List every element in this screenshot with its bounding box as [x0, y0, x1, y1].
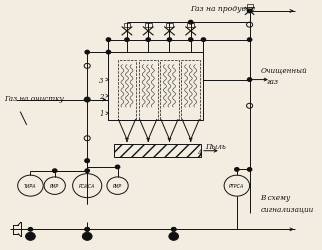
Circle shape: [146, 39, 150, 42]
Text: Очищенный: Очищенный: [260, 66, 307, 74]
Circle shape: [172, 235, 176, 238]
Circle shape: [25, 232, 35, 240]
Text: 1: 1: [99, 110, 104, 118]
Bar: [109, 53, 204, 120]
Circle shape: [28, 235, 33, 238]
Circle shape: [235, 168, 239, 172]
Text: 4: 4: [197, 148, 202, 156]
Circle shape: [169, 232, 179, 240]
Bar: [139, 60, 158, 120]
Circle shape: [85, 235, 89, 238]
Circle shape: [125, 39, 129, 42]
Bar: [247, 5, 253, 8]
Circle shape: [248, 78, 252, 82]
Text: РИР: РИР: [50, 184, 59, 188]
Text: РСИСА: РСИСА: [79, 184, 95, 188]
Bar: [145, 24, 152, 28]
Bar: [124, 24, 130, 28]
Circle shape: [28, 228, 33, 231]
Text: 2: 2: [99, 92, 104, 100]
Circle shape: [115, 166, 120, 169]
Bar: [160, 60, 179, 120]
Circle shape: [167, 39, 172, 42]
Circle shape: [85, 159, 89, 163]
Circle shape: [82, 232, 92, 240]
Text: Газ на продувку: Газ на продувку: [190, 5, 255, 13]
Circle shape: [189, 21, 193, 25]
Text: 3: 3: [99, 76, 104, 84]
Circle shape: [85, 228, 89, 231]
Bar: [187, 24, 194, 28]
Text: сигнализации: сигнализации: [260, 204, 314, 212]
Text: РТРСА: РТРСА: [229, 184, 244, 188]
Text: Газ на очистку: Газ на очистку: [4, 95, 63, 103]
Text: газ: газ: [266, 78, 278, 86]
Circle shape: [201, 39, 205, 42]
Circle shape: [172, 228, 176, 231]
Circle shape: [106, 39, 110, 42]
Circle shape: [248, 168, 252, 172]
Circle shape: [106, 51, 110, 55]
Bar: [166, 24, 173, 28]
Circle shape: [85, 98, 89, 102]
Circle shape: [85, 228, 89, 231]
Text: РИР: РИР: [113, 184, 122, 188]
Circle shape: [85, 159, 89, 163]
Bar: [114, 145, 201, 157]
Text: В схему: В схему: [260, 193, 290, 201]
Text: ТИРА: ТИРА: [24, 184, 37, 188]
Circle shape: [85, 169, 89, 173]
Circle shape: [248, 10, 252, 14]
Text: Пыль: Пыль: [205, 142, 226, 150]
Circle shape: [248, 39, 252, 42]
Circle shape: [85, 51, 89, 55]
Circle shape: [189, 39, 193, 42]
Bar: [181, 60, 200, 120]
Bar: [118, 60, 137, 120]
Circle shape: [172, 228, 176, 231]
Circle shape: [52, 169, 57, 173]
